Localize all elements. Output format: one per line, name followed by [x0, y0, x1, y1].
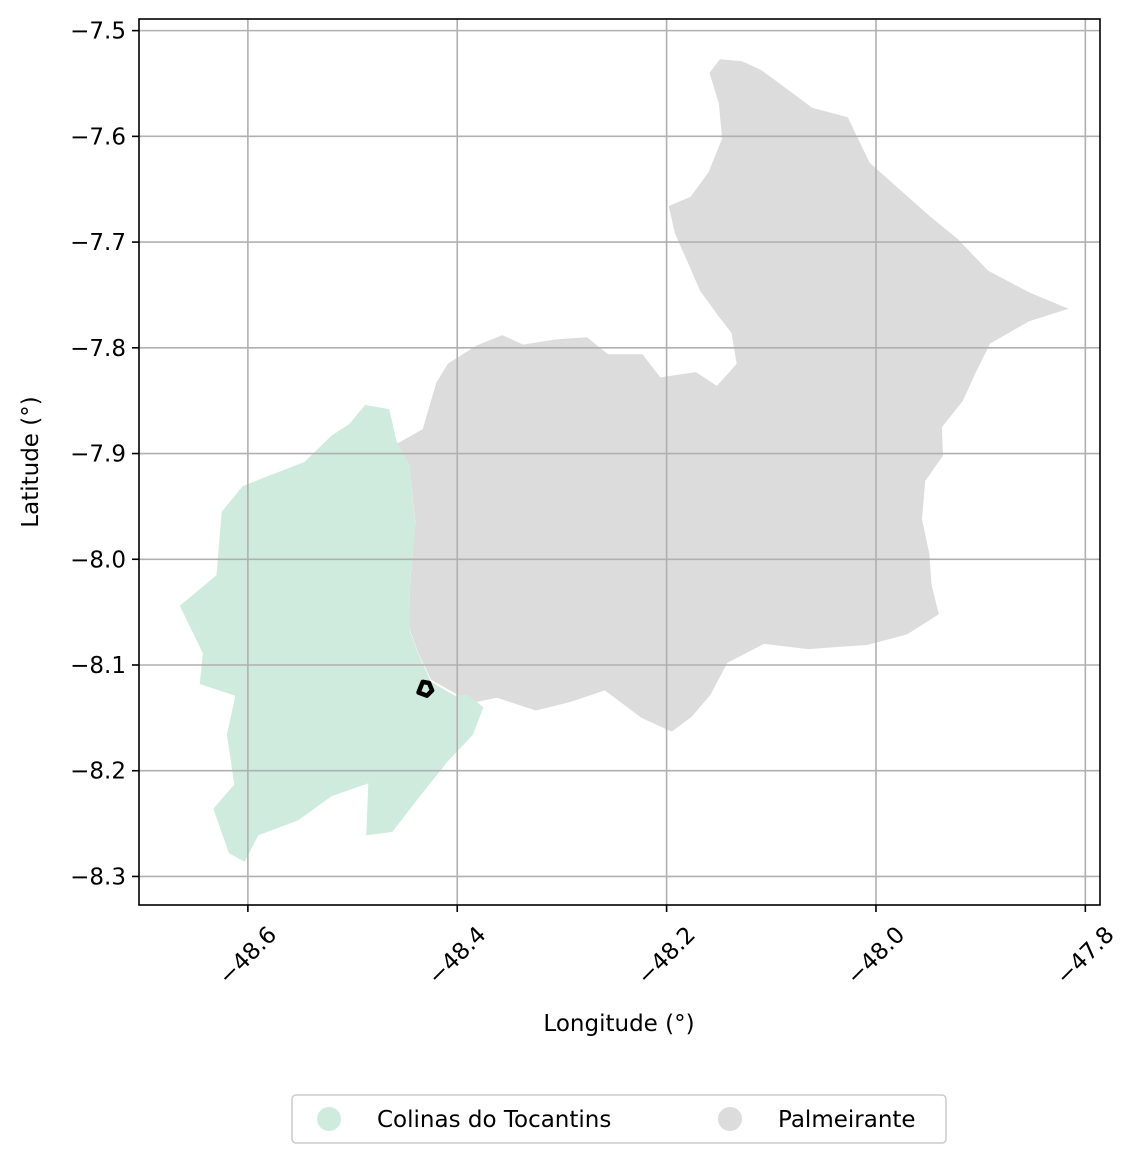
- y-axis-label: Latitude (°): [18, 396, 44, 527]
- y-tick-label: −7.5: [70, 19, 126, 45]
- y-tick-label: −8.1: [70, 653, 126, 679]
- x-axis-label: Longitude (°): [543, 1011, 694, 1037]
- y-axis-ticks: −7.5 −7.6 −7.7 −7.8 −7.9 −8.0 −8.1 −8.2 −8.3: [70, 19, 139, 890]
- legend-frame: [291, 1094, 947, 1144]
- y-tick-label: −7.9: [70, 442, 126, 468]
- legend-label-colinas: Colinas do Tocantins: [377, 1107, 611, 1133]
- y-tick-label: −8.0: [70, 547, 126, 573]
- axes-frame: [138, 18, 1101, 906]
- legend-label-palmeirante: Palmeirante: [778, 1107, 916, 1133]
- y-tick-label: −7.7: [70, 230, 126, 256]
- y-tick-label: −8.2: [70, 759, 126, 785]
- marker-layer: [416, 679, 435, 698]
- y-tick-label: −7.8: [70, 336, 126, 362]
- outlined-point: [416, 679, 435, 698]
- y-tick-label: −7.6: [70, 124, 126, 150]
- legend: Colinas do Tocantins Palmeirante: [291, 1094, 947, 1144]
- legend-swatch-palmeirante: [718, 1107, 742, 1131]
- region-colinas-do-tocantins: [179, 404, 484, 862]
- regions-layer: [179, 59, 1069, 862]
- region-palmeirante: [396, 59, 1069, 732]
- y-tick-label: −8.3: [70, 864, 126, 890]
- grid-layer: [139, 19, 1100, 905]
- legend-swatch-colinas: [317, 1107, 341, 1131]
